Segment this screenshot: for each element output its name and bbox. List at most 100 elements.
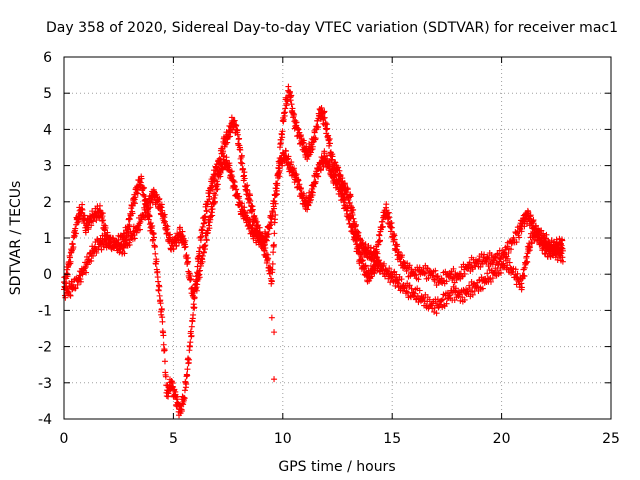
data-point bbox=[268, 314, 275, 321]
data-point bbox=[65, 288, 72, 295]
data-point bbox=[446, 291, 453, 298]
data-point bbox=[161, 358, 168, 365]
data-point bbox=[461, 270, 468, 277]
data-point bbox=[155, 278, 162, 285]
data-point bbox=[469, 266, 476, 273]
data-point bbox=[228, 168, 235, 175]
data-point bbox=[386, 213, 393, 220]
data-point bbox=[293, 171, 300, 178]
data-point bbox=[149, 222, 156, 229]
data-point bbox=[209, 212, 216, 219]
data-point bbox=[527, 212, 534, 219]
data-point bbox=[191, 304, 198, 311]
data-point bbox=[203, 208, 210, 215]
data-point bbox=[164, 223, 171, 230]
data-point bbox=[383, 201, 390, 208]
data-point bbox=[335, 164, 342, 171]
data-point bbox=[158, 305, 165, 312]
data-point bbox=[139, 185, 146, 192]
data-point bbox=[174, 393, 181, 400]
data-point bbox=[271, 198, 278, 205]
data-point bbox=[432, 267, 439, 274]
data-point bbox=[159, 318, 166, 325]
data-point bbox=[452, 285, 459, 292]
data-point bbox=[239, 160, 246, 167]
data-point bbox=[194, 263, 201, 270]
data-point bbox=[352, 233, 359, 240]
data-point bbox=[548, 237, 555, 244]
data-point bbox=[362, 262, 369, 269]
data-point bbox=[236, 193, 243, 200]
data-point bbox=[176, 224, 183, 231]
y-tick-label: -3 bbox=[38, 376, 52, 392]
data-point bbox=[206, 196, 213, 203]
data-point bbox=[299, 140, 306, 147]
data-point bbox=[179, 232, 186, 239]
data-point bbox=[433, 310, 440, 317]
data-point bbox=[530, 216, 537, 223]
data-point bbox=[155, 287, 162, 294]
data-point bbox=[70, 244, 77, 251]
data-point bbox=[156, 195, 163, 202]
data-point bbox=[329, 153, 336, 160]
data-point bbox=[403, 288, 410, 295]
data-point bbox=[283, 102, 290, 109]
data-point bbox=[521, 264, 528, 271]
y-tick-label: 6 bbox=[43, 50, 52, 66]
data-point bbox=[505, 250, 512, 257]
data-point bbox=[285, 83, 292, 90]
data-point bbox=[151, 234, 158, 241]
data-point bbox=[212, 192, 219, 199]
data-point bbox=[247, 197, 254, 204]
data-point bbox=[209, 206, 216, 213]
data-point bbox=[528, 240, 535, 247]
data-point bbox=[339, 190, 346, 197]
data-point bbox=[279, 128, 286, 135]
data-point bbox=[512, 266, 519, 273]
data-point bbox=[223, 154, 230, 161]
data-point bbox=[269, 208, 276, 215]
data-point bbox=[489, 261, 496, 268]
data-point bbox=[132, 194, 139, 201]
y-tick-label: -1 bbox=[38, 303, 52, 319]
data-point bbox=[68, 247, 75, 254]
data-point bbox=[355, 229, 362, 236]
data-point bbox=[295, 177, 302, 184]
data-point bbox=[188, 332, 195, 339]
data-point bbox=[165, 390, 172, 397]
data-point bbox=[392, 247, 399, 254]
data-point bbox=[321, 108, 328, 115]
data-point bbox=[271, 205, 278, 212]
data-point bbox=[274, 180, 281, 187]
data-point bbox=[96, 202, 103, 209]
data-point bbox=[131, 200, 138, 207]
data-point bbox=[271, 241, 278, 248]
data-point bbox=[350, 206, 357, 213]
data-point bbox=[187, 339, 194, 346]
data-point bbox=[394, 243, 401, 250]
y-tick-label: 0 bbox=[43, 267, 52, 283]
data-point bbox=[74, 281, 81, 288]
data-point bbox=[308, 146, 315, 153]
data-point bbox=[384, 210, 391, 217]
data-point bbox=[514, 270, 521, 277]
data-point bbox=[178, 408, 185, 415]
data-point bbox=[516, 234, 523, 241]
data-point bbox=[187, 328, 194, 335]
data-point bbox=[415, 276, 422, 283]
data-point bbox=[183, 381, 190, 388]
data-point bbox=[286, 88, 293, 95]
data-point bbox=[246, 192, 253, 199]
data-point bbox=[196, 274, 203, 281]
data-point bbox=[126, 216, 133, 223]
data-point bbox=[75, 218, 82, 225]
data-point bbox=[543, 231, 550, 238]
data-point bbox=[184, 372, 191, 379]
data-point bbox=[196, 244, 203, 251]
data-point bbox=[350, 222, 357, 229]
x-tick-label: 10 bbox=[274, 431, 292, 447]
data-point bbox=[377, 268, 384, 275]
data-point bbox=[270, 249, 277, 256]
data-point bbox=[268, 278, 275, 285]
